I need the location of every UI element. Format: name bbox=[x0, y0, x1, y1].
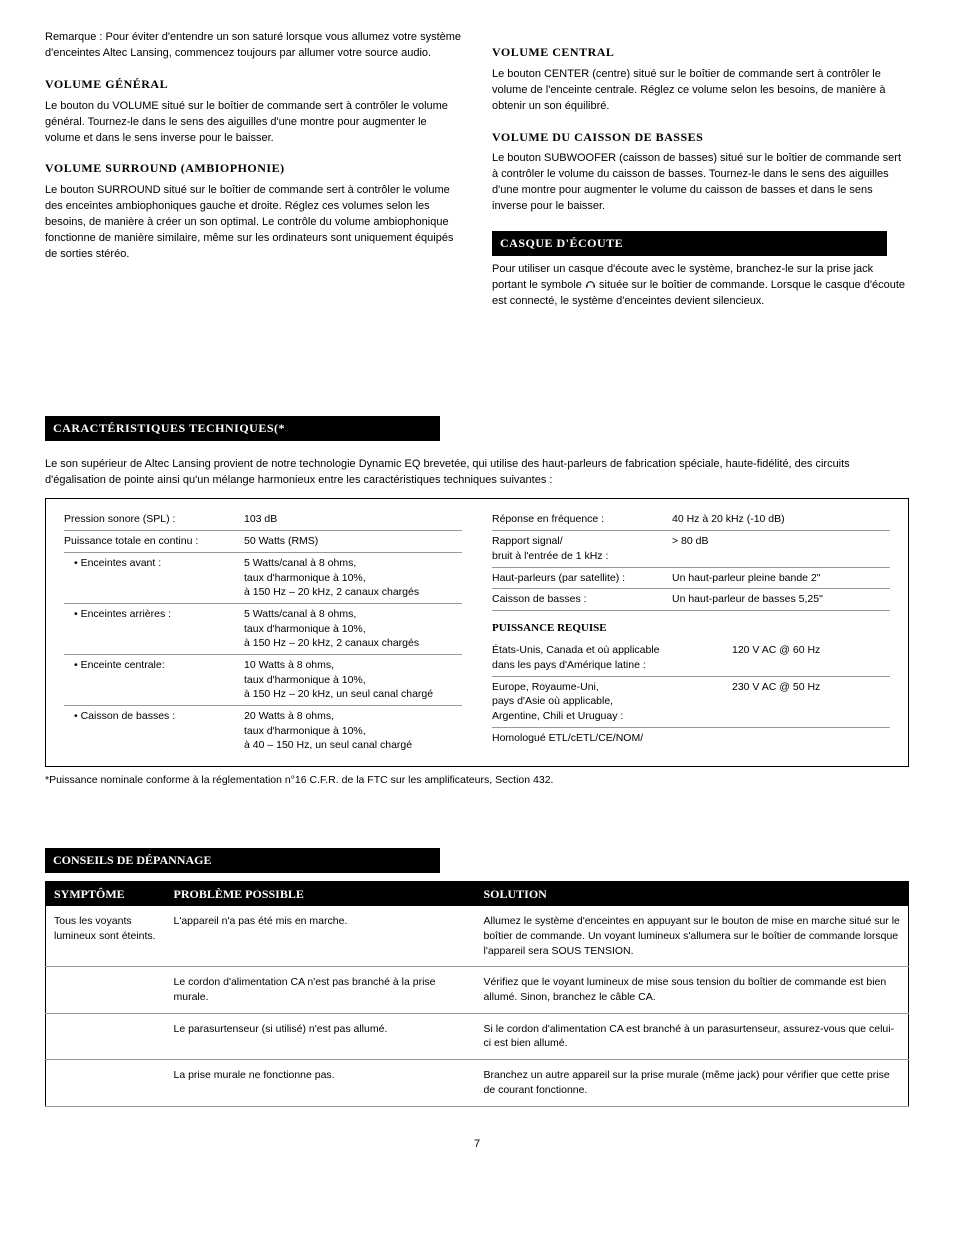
spec-label: États-Unis, Canada et où applicabledans … bbox=[492, 643, 732, 672]
table-row: Le cordon d'alimentation CA n'est pas br… bbox=[46, 967, 909, 1013]
volume-surround-body: Le bouton SURROUND situé sur le boîtier … bbox=[45, 183, 462, 263]
specs-intro: Le son supérieur de Altec Lansing provie… bbox=[45, 457, 909, 489]
spec-row: Pression sonore (SPL) :103 dB bbox=[64, 509, 462, 531]
spec-value: 10 Watts à 8 ohms,taux d'harmonique à 10… bbox=[244, 658, 462, 702]
volume-surround-title: VOLUME SURROUND (AMBIOPHONIE) bbox=[45, 160, 462, 177]
spec-row: Réponse en fréquence :40 Hz à 20 kHz (-1… bbox=[492, 509, 890, 531]
spec-value: Un haut-parleur de basses 5,25" bbox=[672, 592, 890, 607]
spec-value: 5 Watts/canal à 8 ohms,taux d'harmonique… bbox=[244, 607, 462, 651]
spec-label: Pression sonore (SPL) : bbox=[64, 512, 244, 527]
spec-row: Europe, Royaume-Uni,pays d'Asie où appli… bbox=[492, 677, 890, 728]
spec-value: Un haut-parleur pleine bande 2" bbox=[672, 571, 890, 586]
spec-row: Puissance totale en continu :50 Watts (R… bbox=[64, 531, 462, 553]
spec-value: 103 dB bbox=[244, 512, 462, 527]
spec-row: Haut-parleurs (par satellite) :Un haut-p… bbox=[492, 568, 890, 590]
volume-central-body: Le bouton CENTER (centre) situé sur le b… bbox=[492, 67, 909, 115]
spec-row: États-Unis, Canada et où applicabledans … bbox=[492, 640, 890, 676]
cell-symptom bbox=[46, 967, 166, 1013]
spec-label: • Enceintes avant : bbox=[64, 556, 244, 600]
specs-box: Pression sonore (SPL) :103 dBPuissance t… bbox=[45, 498, 909, 767]
cell-symptom bbox=[46, 1060, 166, 1106]
volume-general-title: VOLUME GÉNÉRAL bbox=[45, 76, 462, 93]
left-column: Remarque : Pour éviter d'entendre un son… bbox=[45, 30, 462, 312]
cell-solution: Vérifiez que le voyant lumineux de mise … bbox=[476, 967, 909, 1013]
spec-row: Homologué ETL/cETL/CE/NOM/ bbox=[492, 728, 890, 749]
spec-value: 5 Watts/canal à 8 ohms,taux d'harmonique… bbox=[244, 556, 462, 600]
troubleshoot-title: CONSEILS DE DÉPANNAGE bbox=[45, 848, 440, 873]
spec-label: Réponse en fréquence : bbox=[492, 512, 672, 527]
casque-title: CASQUE D'ÉCOUTE bbox=[492, 231, 887, 256]
spec-label: Homologué ETL/cETL/CE/NOM/ bbox=[492, 731, 732, 746]
spec-label: Haut-parleurs (par satellite) : bbox=[492, 571, 672, 586]
th-problem: PROBLÈME POSSIBLE bbox=[166, 881, 476, 906]
table-row: La prise murale ne fonctionne pas.Branch… bbox=[46, 1060, 909, 1106]
spec-label: • Enceintes arrières : bbox=[64, 607, 244, 651]
spec-label: Puissance totale en continu : bbox=[64, 534, 244, 549]
intro-remark: Remarque : Pour éviter d'entendre un son… bbox=[45, 30, 462, 62]
th-solution: SOLUTION bbox=[476, 881, 909, 906]
spec-label: Caisson de basses : bbox=[492, 592, 672, 607]
volume-basses-body: Le bouton SUBWOOFER (caisson de basses) … bbox=[492, 151, 909, 215]
cell-problem: Le cordon d'alimentation CA n'est pas br… bbox=[166, 967, 476, 1013]
volume-central-title: VOLUME CENTRAL bbox=[492, 44, 909, 61]
cell-symptom bbox=[46, 1013, 166, 1059]
spec-value bbox=[732, 731, 890, 746]
spec-row: Rapport signal/bruit à l'entrée de 1 kHz… bbox=[492, 531, 890, 567]
cell-symptom: Tous les voyants lumineux sont éteints. bbox=[46, 906, 166, 967]
spec-label: • Enceinte centrale: bbox=[64, 658, 244, 702]
spec-label: Rapport signal/bruit à l'entrée de 1 kHz… bbox=[492, 534, 672, 563]
spec-value: 50 Watts (RMS) bbox=[244, 534, 462, 549]
right-column: VOLUME CENTRAL Le bouton CENTER (centre)… bbox=[492, 30, 909, 312]
spec-label: Europe, Royaume-Uni,pays d'Asie où appli… bbox=[492, 680, 732, 724]
spec-row: • Enceintes avant :5 Watts/canal à 8 ohm… bbox=[64, 553, 462, 604]
cell-solution: Branchez un autre appareil sur la prise … bbox=[476, 1060, 909, 1106]
spec-row: • Enceinte centrale:10 Watts à 8 ohms,ta… bbox=[64, 655, 462, 706]
spec-value: 40 Hz à 20 kHz (-10 dB) bbox=[672, 512, 890, 527]
page-number: 7 bbox=[45, 1137, 909, 1152]
spec-label: • Caisson de basses : bbox=[64, 709, 244, 753]
specs-section: CARACTÉRISTIQUES TECHNIQUES(* Le son sup… bbox=[45, 402, 909, 788]
spec-value: 230 V AC @ 50 Hz bbox=[732, 680, 890, 724]
casque-body: Pour utiliser un casque d'écoute avec le… bbox=[492, 262, 909, 310]
volume-basses-title: VOLUME DU CAISSON DE BASSES bbox=[492, 129, 909, 146]
troubleshoot-table: SYMPTÔME PROBLÈME POSSIBLE SOLUTION Tous… bbox=[45, 881, 909, 1107]
cell-problem: L'appareil n'a pas été mis en marche. bbox=[166, 906, 476, 967]
cell-solution: Allumez le système d'enceintes en appuya… bbox=[476, 906, 909, 967]
specs-footnote: *Puissance nominale conforme à la réglem… bbox=[45, 773, 909, 788]
cell-problem: La prise murale ne fonctionne pas. bbox=[166, 1060, 476, 1106]
troubleshoot-section: CONSEILS DE DÉPANNAGE SYMPTÔME PROBLÈME … bbox=[45, 848, 909, 1107]
spec-row: Caisson de basses :Un haut-parleur de ba… bbox=[492, 589, 890, 611]
spec-value: 120 V AC @ 60 Hz bbox=[732, 643, 890, 672]
cell-solution: Si le cordon d'alimentation CA est branc… bbox=[476, 1013, 909, 1059]
top-columns: Remarque : Pour éviter d'entendre un son… bbox=[45, 30, 909, 312]
table-row: Le parasurtenseur (si utilisé) n'est pas… bbox=[46, 1013, 909, 1059]
specs-left-col: Pression sonore (SPL) :103 dBPuissance t… bbox=[64, 509, 462, 756]
cell-problem: Le parasurtenseur (si utilisé) n'est pas… bbox=[166, 1013, 476, 1059]
table-row: Tous les voyants lumineux sont éteints.L… bbox=[46, 906, 909, 967]
th-symptom: SYMPTÔME bbox=[46, 881, 166, 906]
specs-title: CARACTÉRISTIQUES TECHNIQUES(* bbox=[45, 416, 440, 441]
spec-value: 20 Watts à 8 ohms,taux d'harmonique à 10… bbox=[244, 709, 462, 753]
spec-row: • Caisson de basses :20 Watts à 8 ohms,t… bbox=[64, 706, 462, 756]
specs-right-col: Réponse en fréquence :40 Hz à 20 kHz (-1… bbox=[492, 509, 890, 756]
headphone-icon bbox=[585, 279, 596, 290]
volume-general-body: Le bouton du VOLUME situé sur le boîtier… bbox=[45, 99, 462, 147]
spec-row: • Enceintes arrières :5 Watts/canal à 8 … bbox=[64, 604, 462, 655]
spec-value: > 80 dB bbox=[672, 534, 890, 563]
power-heading: PUISSANCE REQUISE bbox=[492, 621, 890, 636]
